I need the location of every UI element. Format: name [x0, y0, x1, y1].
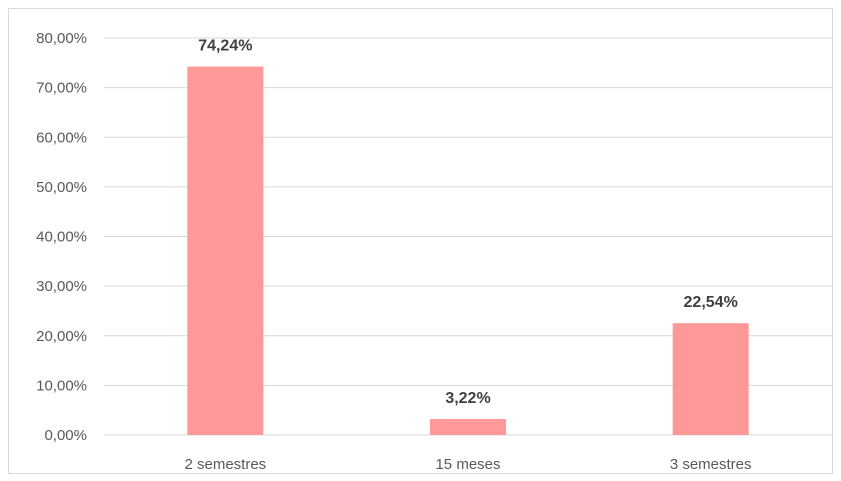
- data-labels: 74,24% 3,22% 22,54%: [198, 38, 738, 407]
- data-label: 3,22%: [445, 390, 490, 407]
- x-category-label: 3 semestres: [670, 456, 752, 473]
- y-tick-label: 70,00%: [36, 80, 87, 97]
- x-category-label: 2 semestres: [184, 456, 266, 473]
- y-axis-ticks: 0,00% 10,00% 20,00% 30,00% 40,00% 50,00% 60,00…: [36, 30, 87, 444]
- data-label: 22,54%: [684, 294, 738, 311]
- bars: [187, 66, 749, 436]
- y-tick-label: 10,00%: [36, 377, 87, 394]
- y-tick-label: 80,00%: [36, 30, 87, 47]
- bar-2: [430, 419, 506, 435]
- y-tick-label: 60,00%: [36, 129, 87, 146]
- y-tick-label: 20,00%: [36, 328, 87, 345]
- x-axis-categories: 2 semestres 15 meses 3 semestres: [184, 456, 751, 473]
- y-tick-label: 40,00%: [36, 229, 87, 246]
- y-tick-label: 50,00%: [36, 179, 87, 196]
- data-label: 74,24%: [198, 38, 252, 55]
- y-tick-label: 30,00%: [36, 278, 87, 295]
- bar-1: [187, 66, 264, 436]
- bar-3: [672, 323, 749, 435]
- y-tick-label: 0,00%: [44, 427, 87, 444]
- x-category-label: 15 meses: [435, 456, 500, 473]
